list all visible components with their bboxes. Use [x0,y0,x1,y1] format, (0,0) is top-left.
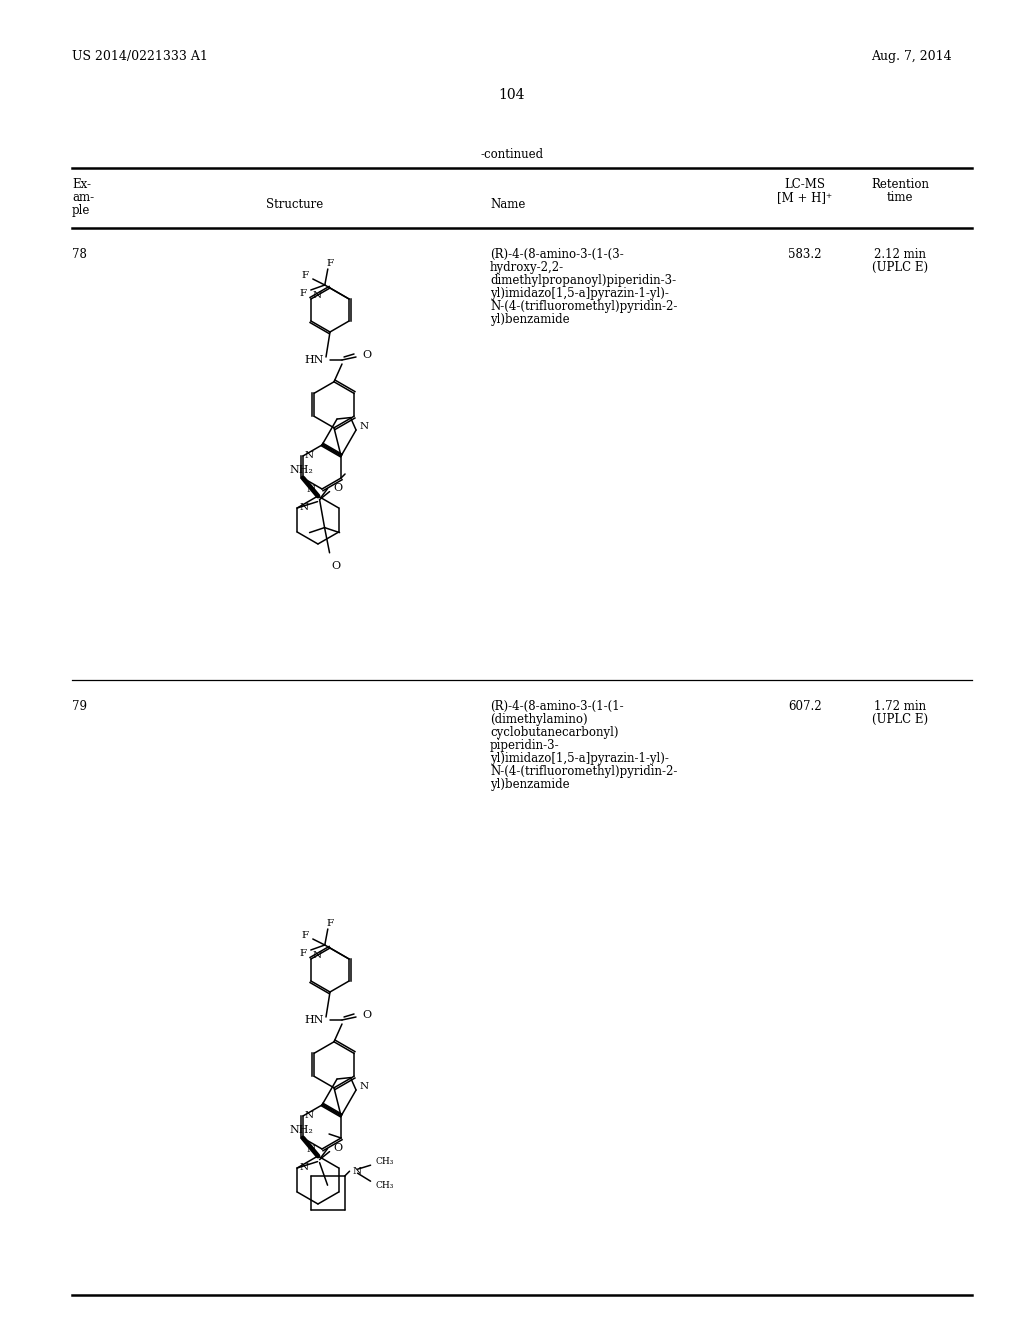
Text: US 2014/0221333 A1: US 2014/0221333 A1 [72,50,208,63]
Text: CH₃: CH₃ [376,1180,394,1189]
Text: N: N [299,503,308,512]
Text: Retention: Retention [871,178,929,191]
Text: piperidin-3-: piperidin-3- [490,739,560,752]
Text: F: F [301,931,308,940]
Text: yl)imidazo[1,5-a]pyrazin-1-yl)-: yl)imidazo[1,5-a]pyrazin-1-yl)- [490,752,669,766]
Text: CH₃: CH₃ [376,1156,394,1166]
Text: hydroxy-2,2-: hydroxy-2,2- [490,261,564,275]
Text: Name: Name [490,198,525,211]
Text: 583.2: 583.2 [788,248,821,261]
Text: O: O [332,561,341,570]
Text: N: N [313,952,323,961]
Text: am-: am- [72,191,94,205]
Text: (dimethylamino): (dimethylamino) [490,713,588,726]
Text: N: N [307,484,316,494]
Text: 1.72 min: 1.72 min [873,700,926,713]
Text: Structure: Structure [266,198,324,211]
Text: ple: ple [72,205,90,216]
Text: F: F [299,289,306,297]
Text: HN: HN [304,355,324,366]
Text: N: N [359,421,369,430]
Text: N-(4-(trifluoromethyl)pyridin-2-: N-(4-(trifluoromethyl)pyridin-2- [490,300,677,313]
Text: Aug. 7, 2014: Aug. 7, 2014 [871,50,952,63]
Text: NH₂: NH₂ [289,1125,313,1135]
Text: 2.12 min: 2.12 min [874,248,926,261]
Text: yl)benzamide: yl)benzamide [490,313,569,326]
Text: (UPLC E): (UPLC E) [872,713,928,726]
Text: N: N [359,1081,369,1090]
Text: 78: 78 [72,248,87,261]
Text: F: F [327,259,334,268]
Text: NH₂: NH₂ [289,465,313,475]
Text: (R)-4-(8-amino-3-(1-(1-: (R)-4-(8-amino-3-(1-(1- [490,700,624,713]
Text: 79: 79 [72,700,87,713]
Text: dimethylpropanoyl)piperidin-3-: dimethylpropanoyl)piperidin-3- [490,275,676,286]
Text: [M + H]⁺: [M + H]⁺ [777,191,833,205]
Text: Ex-: Ex- [72,178,91,191]
Text: N: N [313,292,323,301]
Text: 607.2: 607.2 [788,700,822,713]
Text: cyclobutanecarbonyl): cyclobutanecarbonyl) [490,726,618,739]
Text: F: F [327,919,334,928]
Text: N: N [299,1163,308,1172]
Text: (R)-4-(8-amino-3-(1-(3-: (R)-4-(8-amino-3-(1-(3- [490,248,624,261]
Text: N: N [305,451,314,461]
Text: O: O [362,350,371,360]
Text: time: time [887,191,913,205]
Text: HN: HN [304,1015,324,1026]
Text: N: N [352,1167,361,1176]
Text: 104: 104 [499,88,525,102]
Text: F: F [301,271,308,280]
Text: -continued: -continued [480,148,544,161]
Text: O: O [334,483,343,492]
Text: O: O [334,1143,343,1152]
Text: F: F [299,949,306,957]
Text: LC-MS: LC-MS [784,178,825,191]
Text: N: N [305,1111,314,1121]
Text: (UPLC E): (UPLC E) [872,261,928,275]
Text: O: O [362,1010,371,1020]
Text: N: N [307,1144,316,1154]
Text: N-(4-(trifluoromethyl)pyridin-2-: N-(4-(trifluoromethyl)pyridin-2- [490,766,677,777]
Text: yl)imidazo[1,5-a]pyrazin-1-yl)-: yl)imidazo[1,5-a]pyrazin-1-yl)- [490,286,669,300]
Text: yl)benzamide: yl)benzamide [490,777,569,791]
